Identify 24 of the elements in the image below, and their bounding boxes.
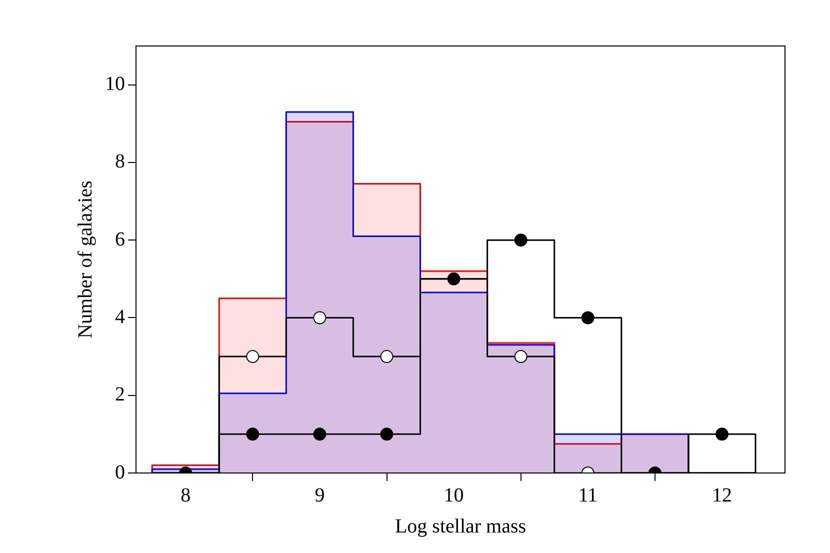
point (514, 350, 528, 364)
point (581, 311, 594, 324)
y-tick-label: 4 (115, 306, 125, 328)
point (313, 311, 326, 324)
point (246, 350, 260, 364)
y-tick-label: 6 (115, 228, 125, 250)
x-tick-label: 12 (712, 484, 732, 506)
y-tick-label: 2 (115, 384, 125, 406)
x-axis-title: Log stellar mass (394, 515, 526, 538)
point (380, 350, 394, 364)
x-tick-label: 8 (180, 484, 191, 506)
y-tick-label: 8 (115, 150, 125, 173)
point (514, 234, 528, 247)
y-axis-title: Number of galaxies (74, 180, 96, 338)
point (715, 428, 728, 441)
x-tick-label: 9 (314, 484, 325, 506)
point (313, 428, 326, 441)
y-tick-label: 10 (105, 73, 125, 96)
point (380, 428, 394, 441)
y-tick-label: 0 (115, 461, 125, 484)
x-tick-label: 10 (444, 484, 464, 506)
point (246, 428, 260, 441)
point (447, 272, 460, 286)
x-tick-label: 11 (578, 484, 598, 506)
